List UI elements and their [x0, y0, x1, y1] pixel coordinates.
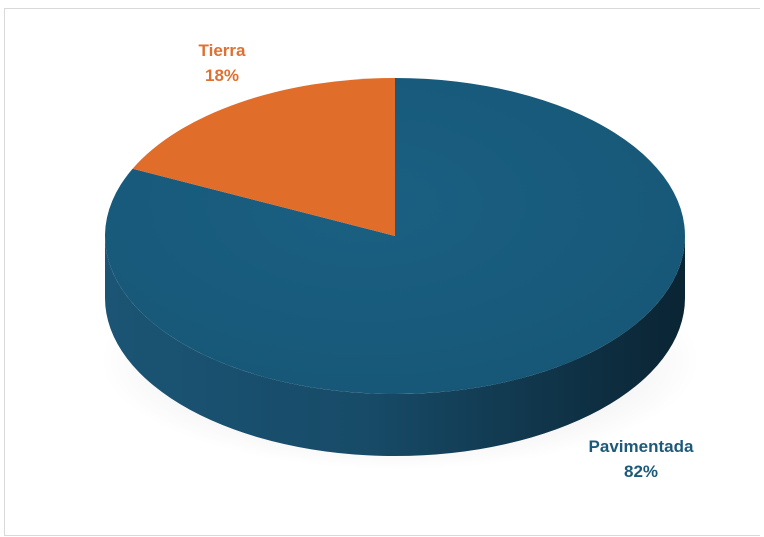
slice-name-label: Tierra — [199, 41, 246, 60]
slice-name-label: Pavimentada — [589, 437, 694, 456]
pie-slice-tierra — [132, 78, 395, 236]
pie-slice-pavimentada — [105, 78, 686, 395]
pie-side-pavimentada — [105, 236, 685, 456]
pie-top — [105, 78, 686, 395]
slice-label-tierra: Tierra 18% — [199, 41, 246, 85]
pie-labels: Pavimentada 82% Tierra 18% — [199, 41, 694, 481]
slice-percent-label: 18% — [205, 66, 239, 85]
pie-side — [105, 236, 685, 456]
slice-percent-label: 82% — [624, 462, 658, 481]
slice-label-pavimentada: Pavimentada 82% — [589, 437, 694, 481]
